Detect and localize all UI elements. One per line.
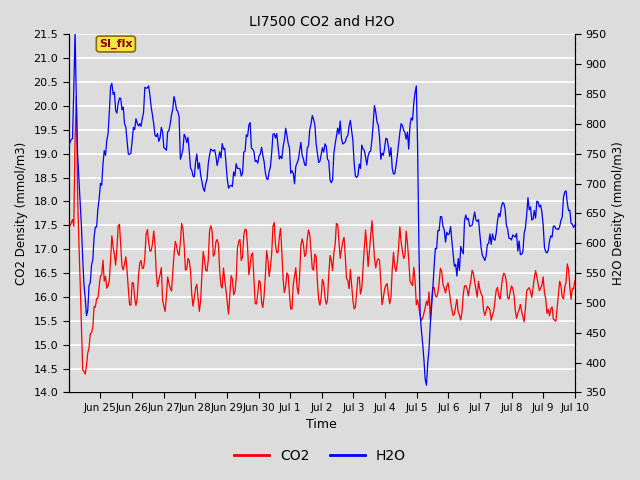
Y-axis label: H2O Density (mmol/m3): H2O Density (mmol/m3): [612, 142, 625, 285]
Title: LI7500 CO2 and H2O: LI7500 CO2 and H2O: [249, 15, 395, 29]
Text: SI_flx: SI_flx: [99, 39, 132, 49]
Legend: CO2, H2O: CO2, H2O: [228, 443, 412, 468]
Y-axis label: CO2 Density (mmol/m3): CO2 Density (mmol/m3): [15, 142, 28, 285]
X-axis label: Time: Time: [307, 419, 337, 432]
